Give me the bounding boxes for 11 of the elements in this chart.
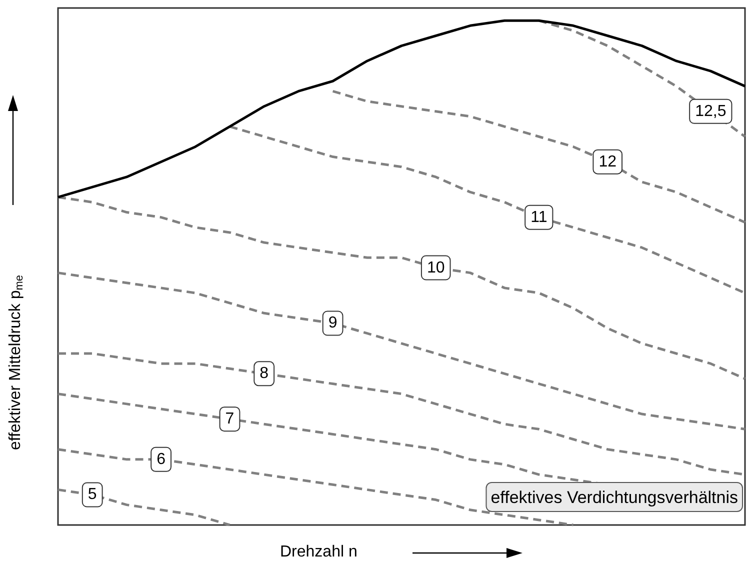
- annotation: effektives Verdichtungsverhältnis: [490, 488, 738, 507]
- y-axis-title: effektiver Mitteldruck pme: [7, 274, 26, 450]
- series-label: 12: [598, 153, 617, 170]
- x-axis-title: Drehzahl n: [280, 544, 358, 560]
- series-label: 11: [530, 208, 548, 226]
- series-label: 8: [260, 365, 269, 382]
- series-label: 7: [225, 410, 234, 428]
- series-label: 9: [328, 314, 338, 332]
- series-label: 5: [88, 486, 97, 504]
- series-label: 6: [156, 450, 166, 468]
- series-label: 10: [426, 259, 445, 276]
